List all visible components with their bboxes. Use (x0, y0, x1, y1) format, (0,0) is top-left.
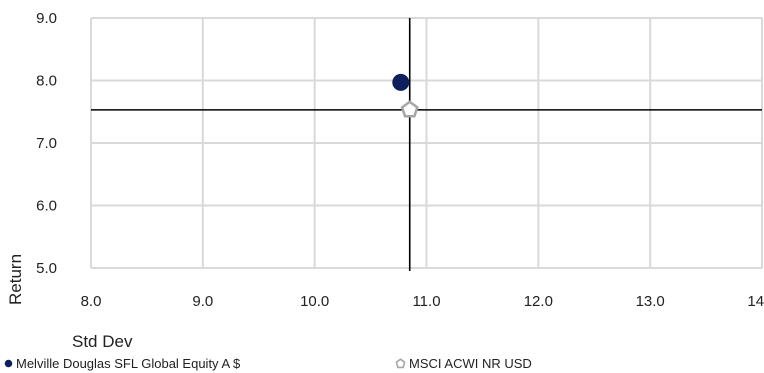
legend-item-benchmark: MSCI ACWI NR USD (395, 356, 532, 371)
y-tick-label: 6.0 (36, 198, 57, 215)
x-tick-labels: 8.0 9.0 10.0 11.0 12.0 13.0 14.0 (81, 293, 764, 310)
crosshair (91, 18, 762, 271)
y-axis-title: Return (6, 254, 25, 305)
x-tick-label: 9.0 (192, 293, 213, 310)
x-tick-label: 11.0 (412, 293, 440, 310)
x-tick-label: 10.0 (300, 293, 329, 310)
x-tick-label: 13.0 (636, 293, 665, 310)
fund-data-point (392, 73, 410, 91)
y-tick-label: 7.0 (36, 135, 57, 152)
y-tick-label: 8.0 (36, 73, 57, 90)
x-tick-label: 8.0 (81, 293, 102, 310)
legend-label-benchmark: MSCI ACWI NR USD (409, 356, 532, 371)
y-tick-label: 9.0 (36, 10, 57, 27)
data-points (392, 73, 419, 118)
circle-marker-icon (4, 359, 13, 368)
y-tick-labels: 5.0 6.0 7.0 8.0 9.0 (36, 10, 57, 277)
y-tick-label: 5.0 (36, 260, 57, 277)
legend-item-fund: Melville Douglas SFL Global Equity A $ (4, 356, 240, 371)
benchmark-data-point (400, 100, 419, 118)
x-tick-label: 14.0 (747, 293, 764, 310)
pentagon-marker-icon (395, 358, 406, 369)
legend-label-fund: Melville Douglas SFL Global Equity A $ (16, 356, 241, 371)
x-axis-title: Std Dev (72, 332, 133, 351)
grid-lines (90, 17, 763, 269)
x-tick-label: 12.0 (524, 293, 553, 310)
